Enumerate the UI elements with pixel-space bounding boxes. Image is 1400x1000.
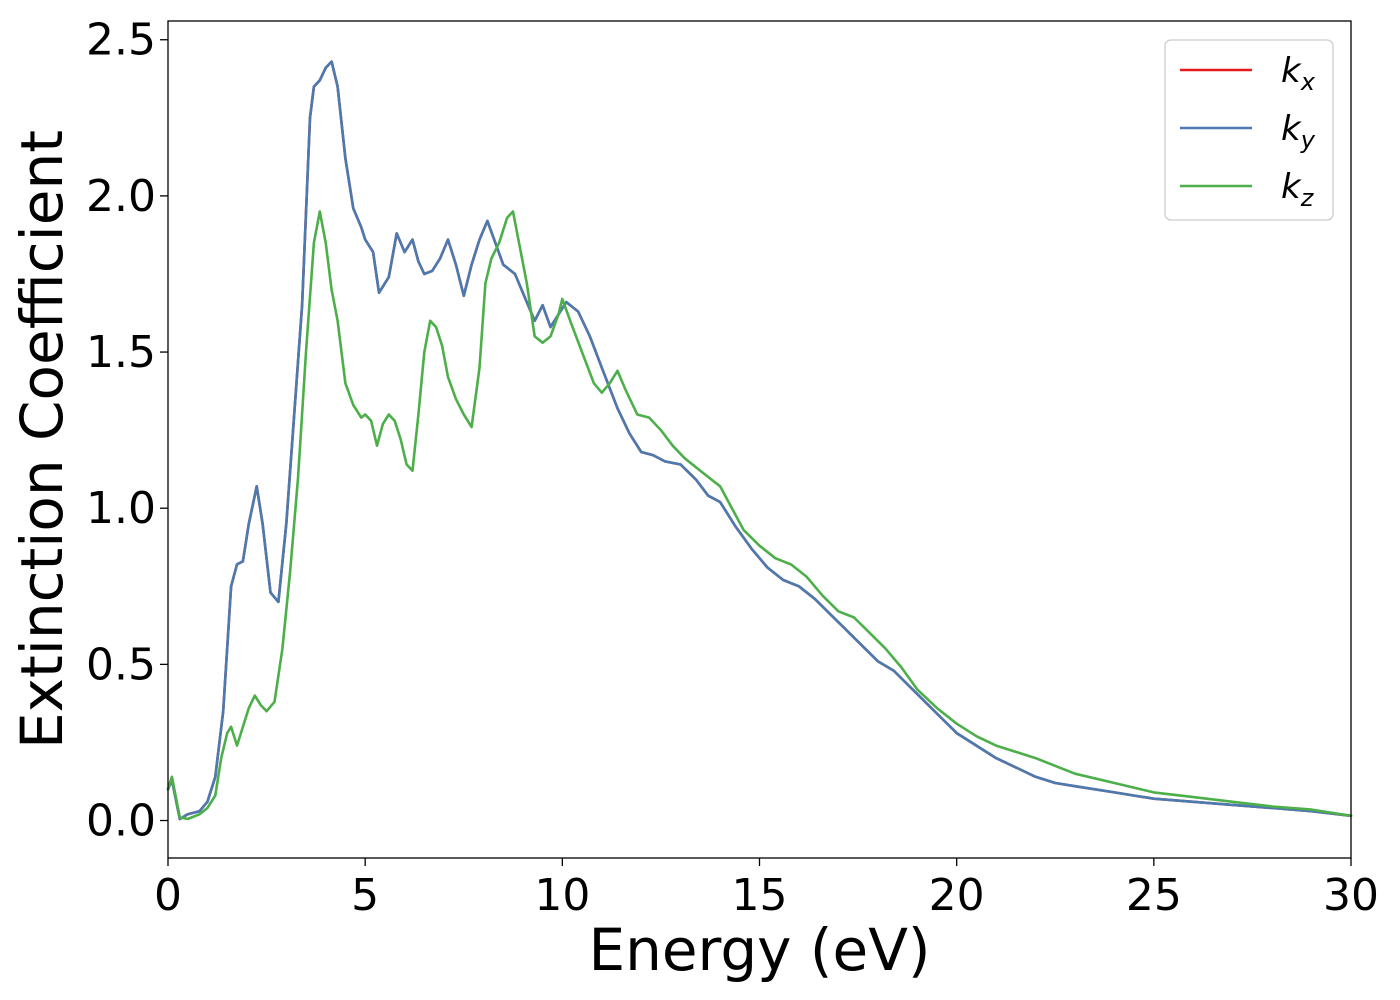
legend-label-y: ky [1281, 109, 1316, 154]
x-axis-title: Energy (eV) [588, 916, 930, 984]
x-tick-label: 15 [732, 870, 788, 921]
x-tick-label: 0 [154, 870, 182, 921]
x-tick-label: 10 [534, 870, 590, 921]
legend-label-z: kz [1281, 167, 1315, 212]
y-tick-label: 2.5 [86, 15, 156, 66]
legend-label-x: kx [1281, 51, 1316, 96]
legend: kx ky kz [1164, 39, 1334, 221]
x-tick-label: 25 [1126, 870, 1182, 921]
y-axis-title: Extinction Coefficient [8, 130, 76, 749]
y-tick-label: 1.5 [86, 327, 156, 378]
x-tick-label: 5 [351, 870, 379, 921]
x-axis: 0 5 10 15 20 25 30 [154, 858, 1379, 921]
y-tick-label: 1.0 [86, 483, 156, 534]
series-line-z [166, 210, 1353, 821]
x-tick-label: 30 [1323, 870, 1379, 921]
legend-box [1164, 39, 1334, 221]
series-line-y [166, 60, 1353, 821]
series-layer [166, 60, 1353, 821]
x-tick-label: 20 [929, 870, 985, 921]
y-axis: 0.0 0.5 1.0 1.5 2.0 2.5 [86, 15, 168, 847]
y-tick-label: 2.0 [86, 171, 156, 222]
y-tick-label: 0.0 [86, 796, 156, 847]
y-tick-label: 0.5 [86, 639, 156, 690]
